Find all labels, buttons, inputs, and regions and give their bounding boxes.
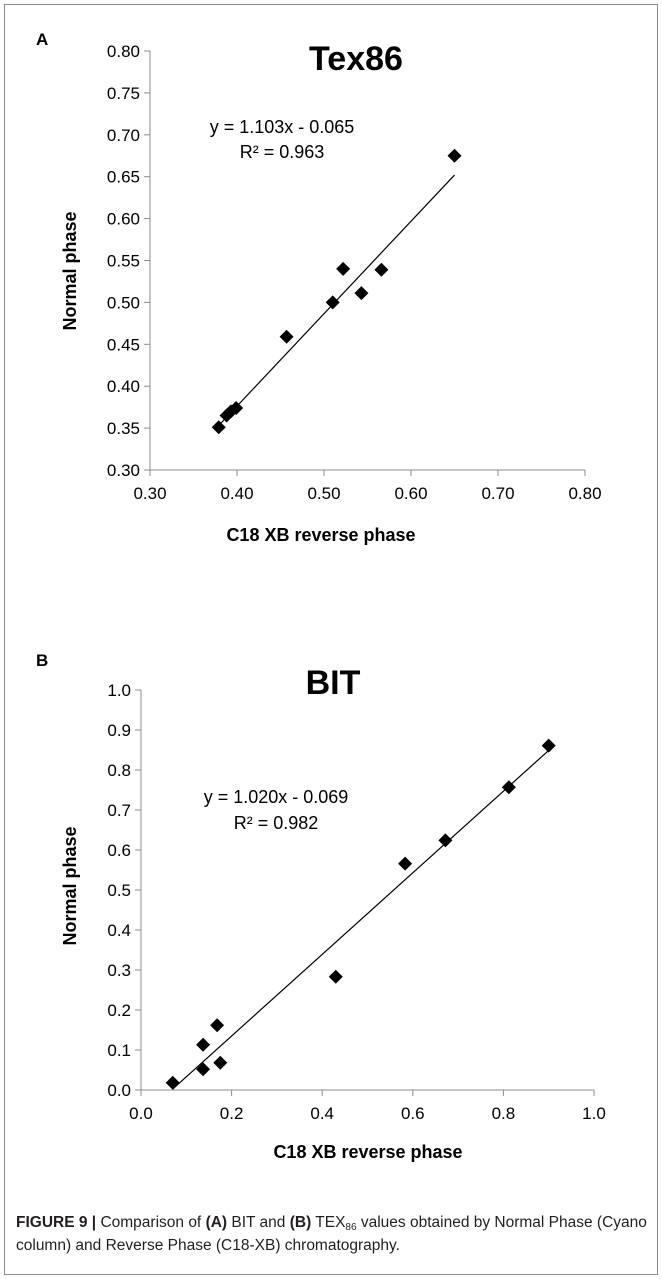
panel-b-y-tick-label: 0.6 [107, 841, 131, 860]
panel-b-y-tick-label: 0.3 [107, 961, 131, 980]
panel-b-y-tick-label: 0.8 [107, 761, 131, 780]
panel-a-y-tick-label: 0.40 [107, 377, 140, 396]
panel-a-point [211, 420, 226, 435]
panel-b-y-tick-label: 0.4 [107, 921, 131, 940]
panel-a-point [354, 286, 369, 301]
panel-a-x-tick-label: 0.60 [394, 484, 427, 503]
panel-a-y-tick-label: 0.75 [107, 84, 140, 103]
panel-b-y-tick-label: 0.7 [107, 801, 131, 820]
panel-b-point [213, 1055, 228, 1070]
figure-caption: FIGURE 9 | Comparison of (A) BIT and (B)… [16, 1211, 652, 1257]
panel-b-y-tick-label: 0.9 [107, 721, 131, 740]
panel-b-y-tick-label: 1.0 [107, 681, 131, 700]
panel-b-ylabel: Normal phase [60, 826, 80, 945]
panel-b-x-tick-label: 0.4 [310, 1104, 334, 1123]
panel-a-point [336, 261, 351, 276]
panel-b-label: B [36, 651, 48, 670]
panel-b-title: BIT [306, 664, 361, 702]
panel-a-point [325, 295, 340, 310]
panel-b-point [196, 1037, 211, 1052]
caption-text-2: BIT and [227, 1214, 290, 1231]
panel-a-x-tick-label: 0.30 [133, 484, 166, 503]
caption-text-4: values obtained by Normal Phase (Cyano c… [16, 1214, 647, 1254]
panel-b-point [210, 1018, 225, 1033]
panel-a-x-tick-label: 0.40 [220, 484, 253, 503]
panel-a-y-tick-label: 0.30 [107, 461, 140, 480]
panel-b-point [541, 738, 556, 753]
panel-b-y-tick-label: 0.5 [107, 881, 131, 900]
panel-a-equation: y = 1.103x - 0.065 [210, 117, 355, 137]
panel-b-x-tick-label: 0.6 [401, 1104, 425, 1123]
caption-text-1: Comparison of [96, 1214, 206, 1231]
panel-b-y-tick-label: 0.1 [107, 1041, 131, 1060]
panel-a-label: A [36, 30, 48, 49]
panel-a-x-tick-label: 0.50 [307, 484, 340, 503]
panel-a-y-tick-label: 0.60 [107, 210, 140, 229]
panel-b-y-tick-label: 0.0 [107, 1081, 131, 1100]
panel-b-point [165, 1075, 180, 1090]
panel-b: B BIT y = 1.020x - 0.069 R² = 0.982 C18 … [36, 651, 606, 1162]
panel-a-point [229, 400, 244, 415]
panel-a-y-tick-label: 0.45 [107, 335, 140, 354]
panel-b-x-tick-label: 0.8 [492, 1104, 516, 1123]
panel-a-y-tick-label: 0.50 [107, 293, 140, 312]
panel-a-y-tick-label: 0.65 [107, 168, 140, 187]
panel-a-y-tick-label: 0.70 [107, 126, 140, 145]
panel-a-r2: R² = 0.963 [240, 142, 325, 162]
panel-a: A Tex86 y = 1.103x - 0.065 R² = 0.963 C1… [36, 30, 602, 545]
panel-b-xlabel: C18 XB reverse phase [273, 1142, 462, 1162]
panel-b-point [196, 1062, 211, 1077]
caption-figure-label: FIGURE 9 | [16, 1214, 97, 1231]
caption-subscript: 86 [345, 1222, 357, 1233]
panel-b-trendline [172, 749, 550, 1090]
caption-text-3: TEX [311, 1214, 346, 1231]
panel-a-y-tick-label: 0.80 [107, 42, 140, 61]
figure-frame [4, 4, 658, 1275]
panel-a-xlabel: C18 XB reverse phase [226, 525, 415, 545]
caption-b-label: (B) [289, 1214, 312, 1231]
panel-b-point [438, 833, 453, 848]
caption-a-label: (A) [205, 1214, 228, 1231]
panel-a-y-tick-label: 0.35 [107, 419, 140, 438]
panel-a-ylabel: Normal phase [60, 211, 80, 330]
panel-a-y-tick-label: 0.55 [107, 252, 140, 271]
panel-b-point [398, 856, 413, 871]
panel-b-point [328, 969, 343, 984]
panel-b-point [501, 780, 516, 795]
panel-a-point [279, 329, 294, 344]
panel-a-title: Tex86 [309, 40, 403, 78]
panel-a-point [447, 148, 462, 163]
panel-b-equation: y = 1.020x - 0.069 [204, 787, 349, 807]
panel-b-x-tick-label: 0.0 [129, 1104, 153, 1123]
panel-b-x-tick-label: 1.0 [582, 1104, 606, 1123]
panel-a-point [374, 262, 389, 277]
panel-b-x-tick-label: 0.2 [220, 1104, 244, 1123]
panel-a-x-tick-label: 0.70 [481, 484, 514, 503]
panel-a-x-tick-label: 0.80 [568, 484, 601, 503]
panel-b-r2: R² = 0.982 [234, 813, 319, 833]
panel-b-y-tick-label: 0.2 [107, 1001, 131, 1020]
